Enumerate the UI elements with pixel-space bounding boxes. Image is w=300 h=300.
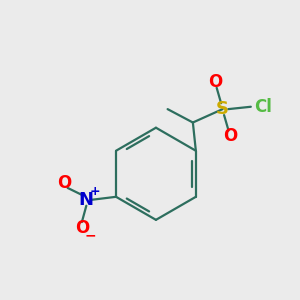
Text: S: S [216,100,229,118]
Text: +: + [89,185,100,198]
Text: O: O [223,128,237,146]
Text: O: O [75,219,89,237]
Text: −: − [84,229,96,242]
Text: Cl: Cl [254,98,272,116]
Text: O: O [57,174,71,192]
Text: O: O [208,73,222,91]
Text: N: N [79,191,94,209]
